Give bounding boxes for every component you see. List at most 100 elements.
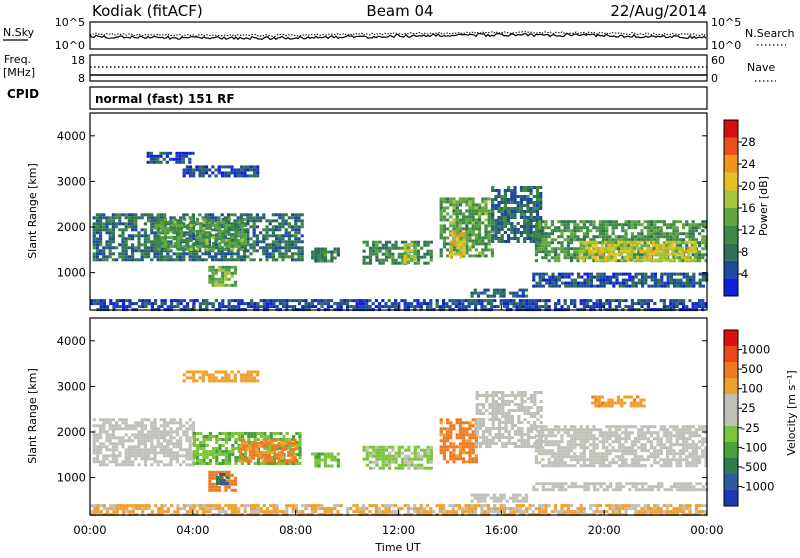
- heatmap-cell: [414, 464, 417, 467]
- heatmap-cell: [468, 421, 471, 424]
- heatmap-cell: [494, 204, 497, 207]
- heatmap-cell: [224, 278, 227, 281]
- heatmap-cell: [118, 234, 121, 237]
- heatmap-cell: [173, 418, 176, 421]
- heatmap-cell: [456, 200, 459, 203]
- heatmap-cell: [125, 252, 128, 255]
- heatmap-cell: [671, 250, 674, 253]
- heatmap-cell: [475, 227, 478, 230]
- heatmap-cell: [564, 446, 567, 449]
- heatmap-cell: [337, 248, 340, 251]
- heatmap-cell: [488, 233, 491, 236]
- heatmap-cell: [388, 458, 391, 461]
- heatmap-cell: [259, 219, 262, 222]
- heatmap-cell: [544, 434, 547, 437]
- heatmap-cell: [144, 249, 147, 252]
- heatmap-cell: [499, 292, 502, 295]
- heatmap-cell: [131, 451, 134, 454]
- heatmap-cell: [208, 278, 211, 281]
- heatmap-cell: [520, 189, 523, 192]
- heatmap-cell: [443, 242, 446, 245]
- heatmap-cell: [520, 201, 523, 204]
- heatmap-cell: [460, 250, 463, 253]
- heatmap-cell: [93, 228, 96, 231]
- heatmap-cell: [281, 457, 284, 460]
- heatmap-cell: [663, 220, 666, 223]
- heatmap-cell: [216, 476, 219, 479]
- heatmap-cell: [99, 252, 102, 255]
- heatmap-cell: [579, 253, 582, 256]
- heatmap-cell: [525, 289, 528, 292]
- heatmap-cell: [202, 174, 205, 177]
- heatmap-cell: [157, 305, 160, 308]
- heatmap-cell: [173, 445, 176, 448]
- heatmap-cell: [560, 455, 563, 458]
- heatmap-cell: [478, 209, 481, 212]
- heatmap-cell: [570, 232, 573, 235]
- heatmap-cell: [539, 204, 542, 207]
- heatmap-cell: [271, 448, 274, 451]
- heatmap-cell: [206, 450, 209, 453]
- heatmap-cell: [144, 427, 147, 430]
- heatmap-cell: [621, 226, 624, 229]
- heatmap-cell: [701, 241, 704, 244]
- heatmap-cell: [153, 433, 156, 436]
- heatmap-cell: [160, 442, 163, 445]
- heatmap-cell: [608, 302, 611, 305]
- heatmap-cell: [294, 219, 297, 222]
- heatmap-cell: [166, 451, 169, 454]
- heatmap-cell: [218, 278, 221, 281]
- heatmap-cell: [174, 221, 177, 224]
- heatmap-cell: [228, 272, 231, 275]
- heatmap-cell: [327, 299, 330, 302]
- heatmap-cell: [228, 278, 231, 281]
- heatmap-cell: [540, 409, 543, 412]
- heatmap-cell: [221, 171, 224, 174]
- heatmap-cell: [238, 224, 241, 227]
- heatmap-cell: [602, 302, 605, 305]
- heatmap-cell: [494, 219, 497, 222]
- heatmap-cell: [118, 228, 121, 231]
- heatmap-cell: [631, 279, 634, 282]
- heatmap-cell: [446, 427, 449, 430]
- heatmap-cell: [667, 285, 670, 288]
- heatmap-cell: [121, 231, 124, 234]
- heatmap-cell: [538, 443, 541, 446]
- heatmap-cell: [423, 256, 426, 259]
- heatmap-cell: [249, 448, 252, 451]
- heatmap-cell: [530, 228, 533, 231]
- heatmap-cell: [279, 432, 282, 435]
- heatmap-cell: [189, 439, 192, 442]
- heatmap-cell: [105, 255, 108, 258]
- heatmap-cell: [265, 234, 268, 237]
- heatmap-cell: [482, 394, 485, 397]
- heatmap-cell: [652, 250, 655, 253]
- heatmap-cell: [221, 174, 224, 177]
- heatmap-cell: [183, 218, 186, 221]
- heatmap-cell: [526, 219, 529, 222]
- heatmap-cell: [423, 467, 426, 470]
- heatmap-cell: [650, 226, 653, 229]
- heatmap-cell: [533, 412, 536, 415]
- heatmap-cell: [510, 195, 513, 198]
- heatmap-cell: [218, 221, 221, 224]
- heatmap-cell: [112, 302, 115, 305]
- heatmap-cell: [624, 235, 627, 238]
- heatmap-cell: [254, 462, 257, 465]
- heatmap-cell: [250, 305, 253, 308]
- heatmap-cell: [540, 421, 543, 424]
- heatmap-cell: [539, 192, 542, 195]
- heatmap-cell: [586, 299, 589, 302]
- heatmap-cell: [196, 230, 199, 233]
- heatmap-cell: [548, 250, 551, 253]
- heatmap-cell: [218, 242, 221, 245]
- freq-label-2: [MHz]: [3, 66, 35, 79]
- heatmap-cell: [186, 376, 189, 379]
- heatmap-cell: [465, 197, 468, 200]
- heatmap-cell: [548, 259, 551, 262]
- heatmap-cell: [699, 273, 702, 276]
- heatmap-cell: [150, 433, 153, 436]
- heatmap-cell: [684, 241, 687, 244]
- heatmap-cell: [687, 253, 690, 256]
- heatmap-cell: [131, 258, 134, 261]
